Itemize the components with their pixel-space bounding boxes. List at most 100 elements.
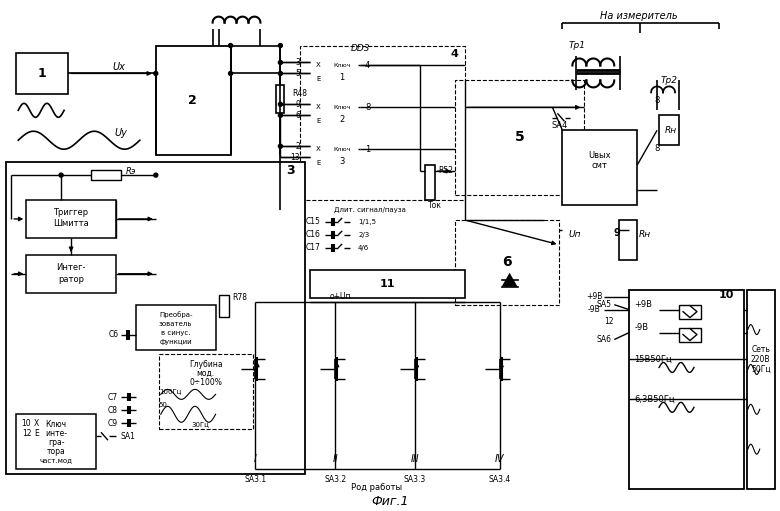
- Text: Uвых: Uвых: [588, 151, 611, 159]
- Bar: [659, 115, 679, 145]
- Text: 8: 8: [365, 103, 370, 112]
- Text: +9В: +9В: [586, 292, 602, 301]
- Text: 9: 9: [614, 228, 621, 238]
- Text: Ключ: Ключ: [334, 63, 351, 68]
- Text: R48: R48: [292, 89, 307, 98]
- Text: C7: C7: [108, 393, 118, 402]
- Text: Ключ: Ключ: [45, 420, 67, 429]
- Text: 2/3: 2/3: [358, 232, 370, 238]
- Text: X: X: [34, 419, 39, 428]
- Text: 4/6: 4/6: [358, 245, 370, 251]
- Text: E: E: [316, 77, 321, 82]
- Bar: [159, 355, 254, 429]
- Text: Rэ: Rэ: [126, 167, 136, 176]
- Text: X: X: [316, 146, 321, 152]
- Text: +9В: +9В: [634, 300, 652, 309]
- Text: 4: 4: [365, 61, 370, 70]
- Text: R78: R78: [232, 293, 247, 302]
- Text: 6: 6: [502, 255, 512, 269]
- Text: 5: 5: [515, 130, 524, 144]
- Text: Тр1: Тр1: [569, 41, 586, 50]
- Text: 5: 5: [296, 69, 300, 78]
- Text: C8: C8: [108, 406, 118, 415]
- Bar: [679, 328, 701, 341]
- Text: SA3.2: SA3.2: [324, 475, 346, 483]
- Text: DD3: DD3: [350, 44, 370, 53]
- Text: -9В: -9В: [634, 323, 648, 332]
- Text: Uх: Uх: [112, 62, 126, 73]
- Text: Интег-: Интег-: [56, 263, 86, 272]
- Polygon shape: [502, 273, 518, 287]
- Bar: [310, 270, 465, 298]
- Bar: [310, 56, 326, 87]
- Text: Сеть: Сеть: [751, 345, 770, 354]
- Text: 100Гц: 100Гц: [159, 388, 181, 394]
- Circle shape: [278, 60, 282, 64]
- Text: SA6: SA6: [597, 335, 612, 344]
- Circle shape: [278, 144, 282, 148]
- Text: Триггер: Триггер: [54, 208, 89, 218]
- Circle shape: [278, 43, 282, 48]
- Bar: [746, 290, 775, 489]
- Text: 3: 3: [286, 164, 295, 177]
- Bar: [16, 53, 68, 95]
- Bar: [310, 98, 326, 129]
- Text: 1/1,5: 1/1,5: [358, 219, 376, 225]
- Bar: [27, 255, 116, 293]
- Text: мод.: мод.: [197, 369, 215, 378]
- Text: част.мод: част.мод: [40, 457, 73, 463]
- Text: Тр2: Тр2: [661, 76, 678, 85]
- Text: Uп: Uп: [568, 230, 580, 239]
- Text: E: E: [34, 429, 38, 438]
- Text: Род работы: Род работы: [352, 482, 402, 492]
- Bar: [27, 200, 116, 238]
- Text: тора: тора: [47, 447, 66, 456]
- Text: SA3.1: SA3.1: [244, 475, 267, 483]
- Text: С17: С17: [305, 243, 321, 252]
- Bar: [310, 139, 326, 171]
- Text: 9: 9: [296, 100, 300, 109]
- Text: ратор: ратор: [58, 275, 84, 284]
- Text: 8: 8: [654, 96, 660, 105]
- Text: Шмитта: Шмитта: [53, 219, 89, 228]
- Text: 4: 4: [451, 49, 459, 59]
- Text: С16: С16: [305, 230, 321, 239]
- Text: 10: 10: [22, 419, 31, 428]
- Text: Rн: Rн: [665, 126, 677, 135]
- Text: 15В50Гц: 15В50Гц: [634, 355, 672, 364]
- Text: X: X: [316, 62, 321, 68]
- Text: Ключ: Ключ: [334, 105, 351, 110]
- Text: смт: смт: [591, 160, 607, 170]
- Text: Rн: Rн: [639, 230, 651, 239]
- Text: 12: 12: [604, 317, 614, 326]
- Text: 1: 1: [37, 67, 47, 80]
- Text: 0÷100%: 0÷100%: [190, 378, 222, 387]
- Bar: [326, 139, 358, 171]
- Circle shape: [154, 173, 158, 177]
- Bar: [276, 85, 285, 113]
- Text: Ток: Ток: [428, 200, 442, 210]
- Text: 50Гц: 50Гц: [751, 365, 771, 374]
- Bar: [136, 305, 215, 350]
- Text: E: E: [316, 160, 321, 166]
- Bar: [91, 170, 121, 180]
- Text: 6,3В50Гц: 6,3В50Гц: [634, 395, 675, 404]
- Text: III: III: [410, 454, 419, 464]
- Text: C9: C9: [108, 419, 118, 428]
- Text: 3: 3: [339, 157, 345, 166]
- Bar: [679, 305, 701, 319]
- Bar: [455, 80, 584, 195]
- Text: Преобра-: Преобра-: [159, 311, 193, 318]
- Text: Uу: Uу: [115, 128, 127, 138]
- Bar: [156, 45, 231, 155]
- Circle shape: [278, 72, 282, 76]
- Bar: [326, 56, 358, 87]
- Text: Глубина: Глубина: [189, 360, 222, 369]
- Text: II: II: [332, 454, 338, 464]
- Text: SA4: SA4: [551, 121, 568, 130]
- Text: 2: 2: [188, 94, 197, 107]
- Text: Длит. сигнал/пауза: Длит. сигнал/пауза: [334, 207, 406, 213]
- Bar: [619, 220, 637, 260]
- Text: SA1: SA1: [121, 432, 136, 440]
- Text: 2: 2: [339, 115, 345, 124]
